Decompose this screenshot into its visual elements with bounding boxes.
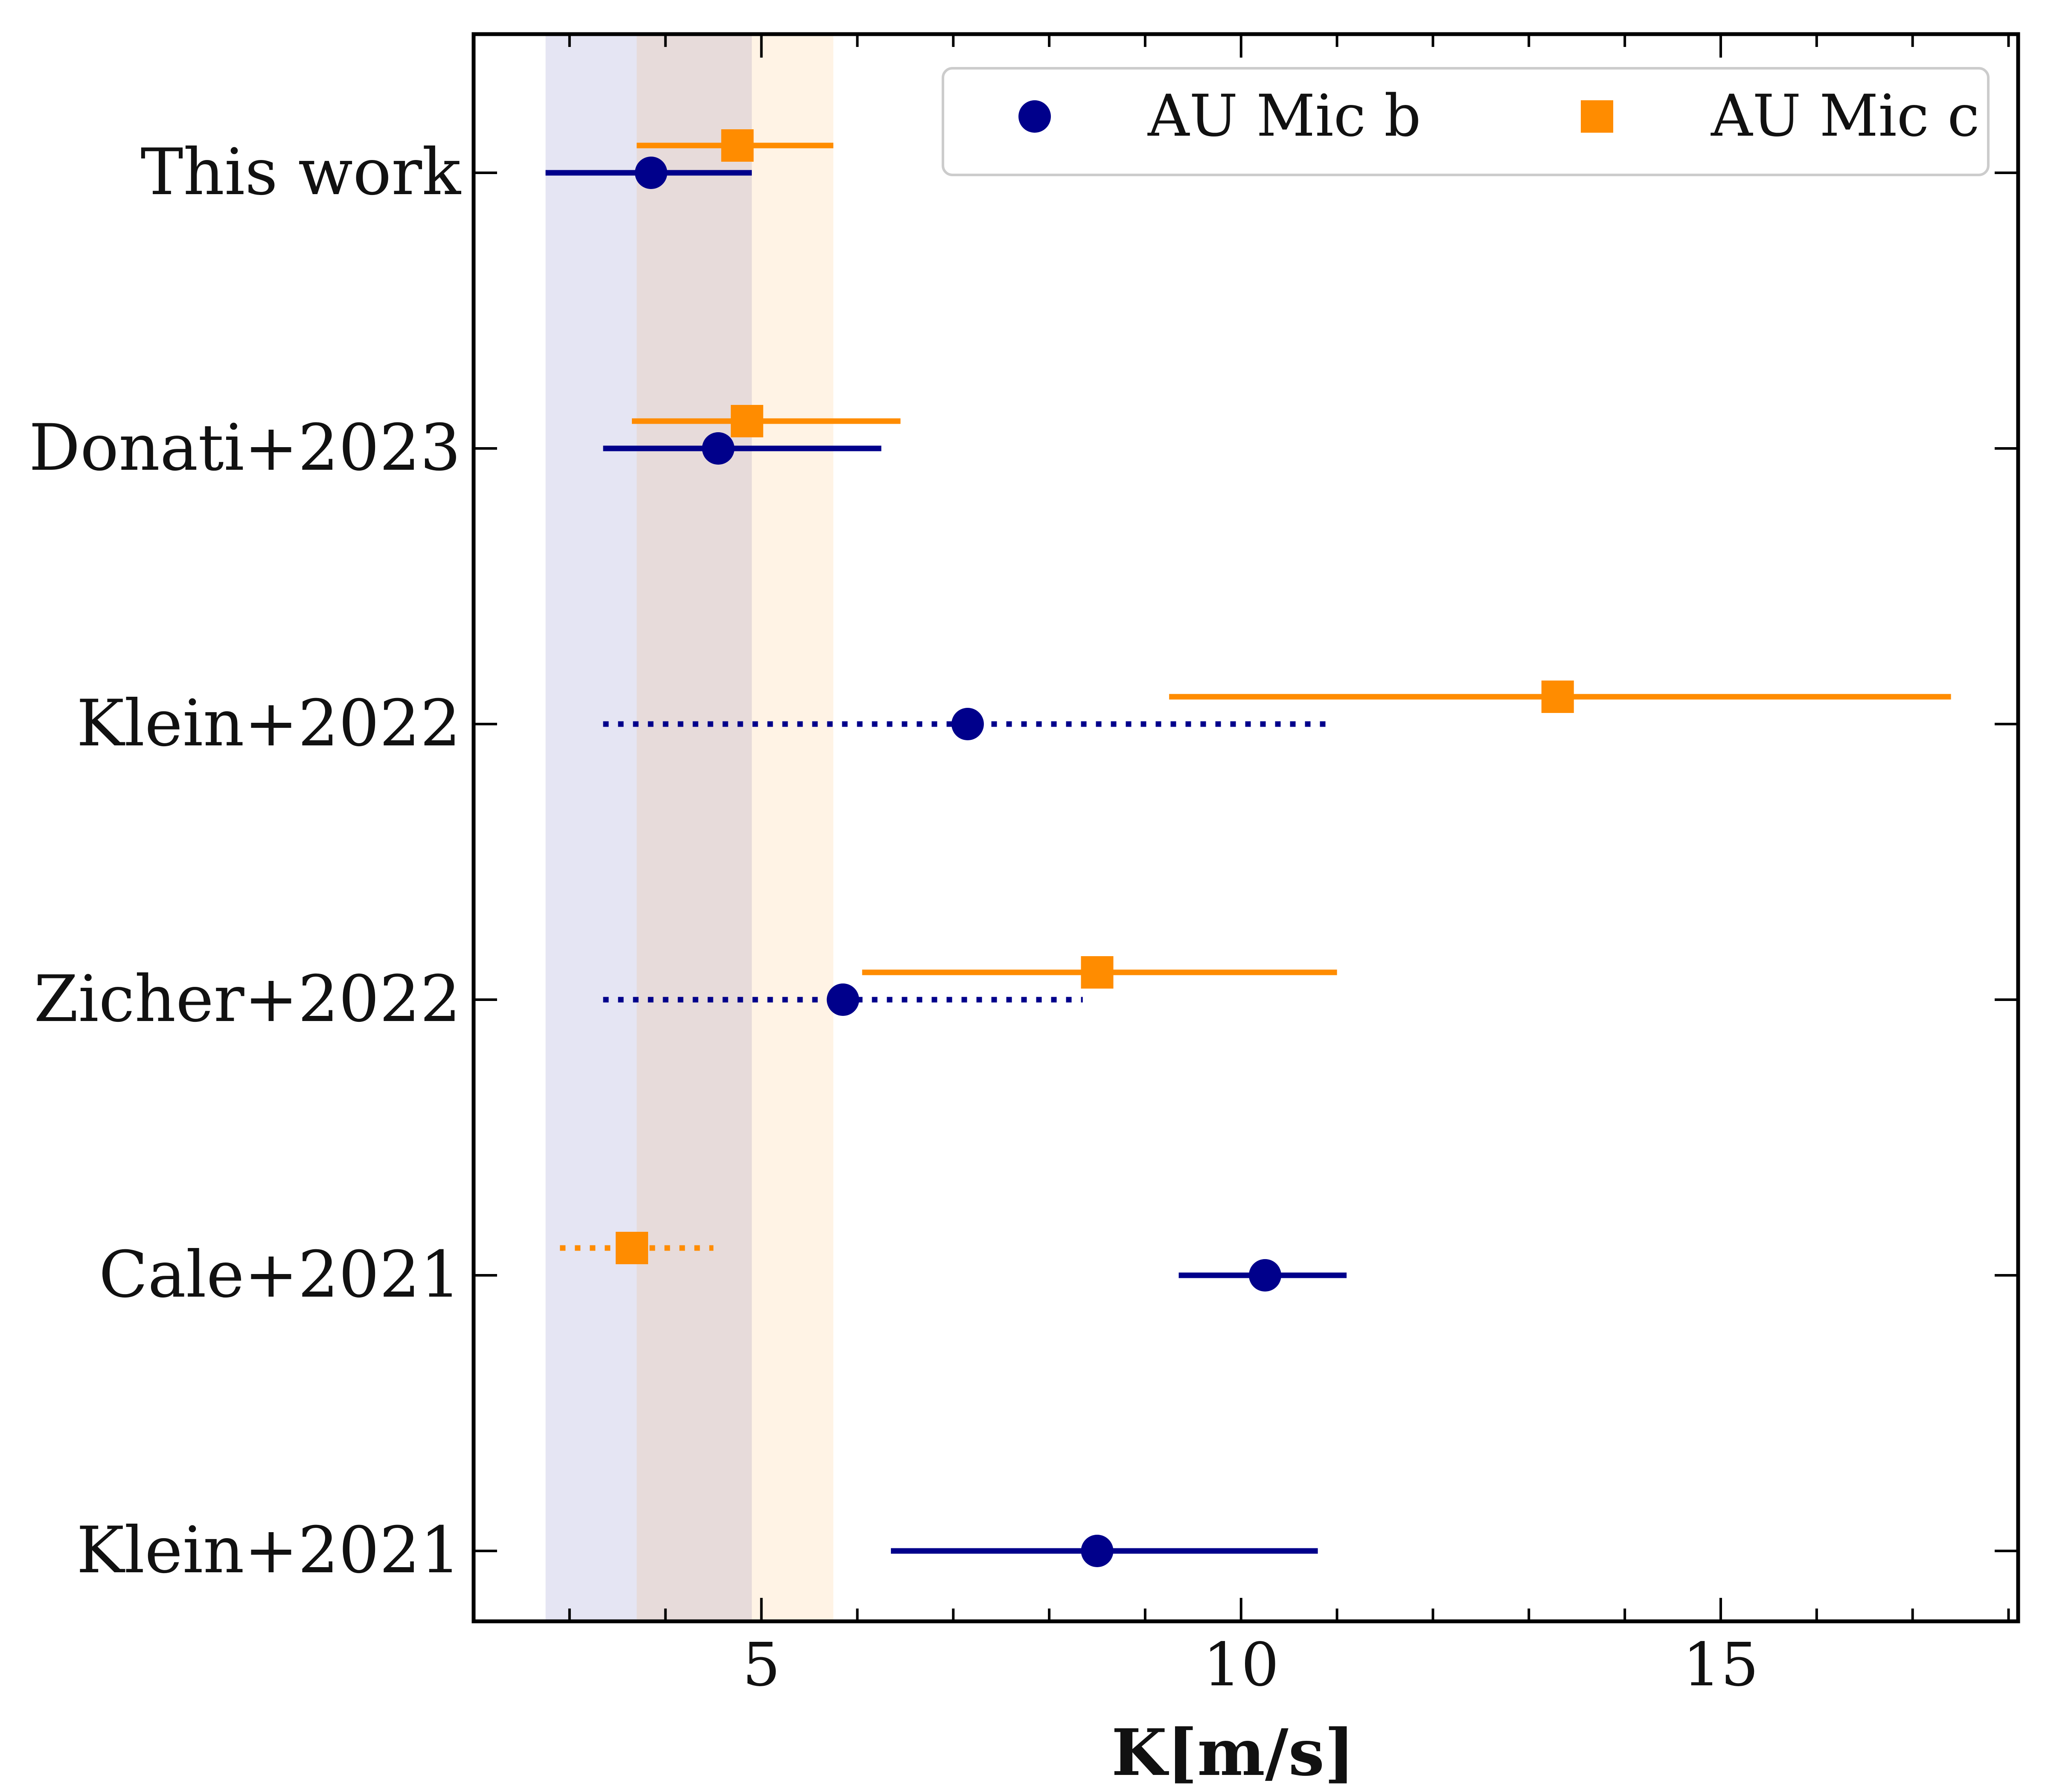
data-point-c <box>721 129 754 162</box>
y-tick-label: Cale+2021 <box>99 1238 461 1312</box>
y-tick-label: Donati+2023 <box>29 411 461 485</box>
x-tick-labels: 5 10 15 <box>742 1630 1759 1700</box>
legend-label-c: AU Mic c <box>1711 82 1980 149</box>
x-tick-label: 10 <box>1203 1630 1279 1700</box>
data-point-b <box>951 708 984 740</box>
shaded-band-b <box>545 34 752 1621</box>
legend-box <box>942 67 1990 176</box>
data-point-c <box>615 1232 648 1264</box>
y-tick-label: Klein+2021 <box>76 1513 461 1588</box>
data-point-b <box>1081 1535 1114 1567</box>
data-point-c <box>1541 681 1574 713</box>
shaded-bands <box>545 34 834 1621</box>
legend-marker-c <box>1581 100 1613 133</box>
data-point-b <box>702 432 735 465</box>
data-point-b <box>826 983 859 1016</box>
legend: AU Mic b AU Mic c <box>942 67 1990 176</box>
data-point-c <box>730 405 763 437</box>
y-tick-label: Zicher+2022 <box>34 962 461 1036</box>
y-tick-label: This work <box>140 135 461 209</box>
data-markers <box>615 129 1574 1567</box>
x-axis-title: K[m/s] <box>1111 1715 1355 1790</box>
shaded-band-c <box>637 34 834 1621</box>
x-tick-label: 5 <box>742 1630 780 1700</box>
y-tick-label: Klein+2022 <box>76 687 461 761</box>
legend-label-b: AU Mic b <box>1147 82 1421 149</box>
plot-frame <box>471 32 2020 1623</box>
legend-marker-b <box>1018 100 1051 133</box>
data-point-b <box>634 157 667 189</box>
x-tick-label: 15 <box>1683 1630 1759 1700</box>
data-point-b <box>1248 1259 1281 1292</box>
data-point-c <box>1081 956 1114 989</box>
y-tick-labels: This work Donati+2023 Klein+2022 Zicher+202… <box>29 135 461 1588</box>
